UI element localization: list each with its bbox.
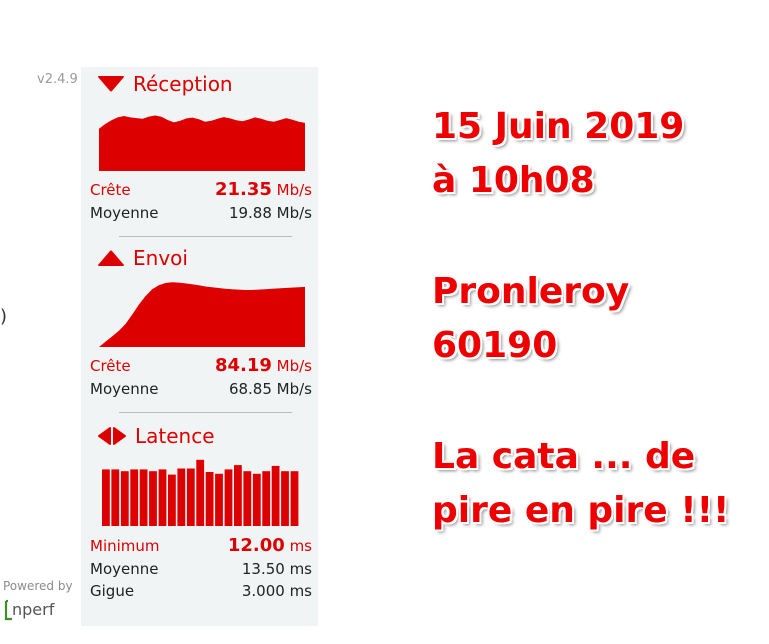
latency-bar [290, 471, 299, 526]
latency-bar [177, 468, 186, 526]
latency-bar [243, 471, 252, 526]
latency-bar [158, 469, 167, 526]
reception-area [99, 115, 305, 171]
envoi-title-text: Envoi [133, 246, 188, 270]
latency-arrows-icon [98, 427, 126, 445]
reception-chart [99, 115, 305, 171]
latency-bar [139, 469, 148, 526]
latency-bar [168, 474, 176, 526]
envoi-peak-label: Crête [90, 357, 131, 375]
nperf-logo-text: nperf [12, 600, 55, 619]
latency-bar [224, 469, 233, 526]
latence-chart [102, 459, 299, 526]
latency-bar [281, 471, 289, 526]
latence-min-value: 12.00 [227, 535, 285, 556]
latency-bar [234, 465, 242, 526]
latence-jitter-row: Gigue 3.000 ms [90, 582, 312, 602]
version-label: v2.4.9 [37, 72, 78, 87]
envoi-chart [99, 282, 305, 347]
latency-bar [252, 473, 261, 526]
reception-avg-value: 19.88 Mb/s [228, 204, 312, 222]
reception-peak-label: Crête [90, 181, 131, 199]
note-time: à 10h08 [432, 160, 595, 201]
reception-title-text: Réception [133, 72, 233, 96]
divider [119, 412, 292, 413]
powered-by-label: Powered by [3, 579, 73, 593]
latence-jitter-label: Gigue [90, 582, 135, 600]
latency-bar [215, 473, 223, 526]
nperf-logo[interactable]: nperf [3, 596, 77, 622]
reception-title: Réception [97, 72, 233, 96]
reception-avg-row: Moyenne 19.88 Mb/s [90, 204, 312, 224]
envoi-avg-value: 68.85 Mb/s [228, 380, 312, 398]
latency-bar [196, 459, 205, 526]
triangle-up-icon [98, 250, 124, 266]
note-date: 15 Juin 2019 [432, 106, 685, 147]
latence-title-text: Latence [135, 424, 215, 448]
reception-avg-label: Moyenne [90, 204, 159, 222]
envoi-title: Envoi [97, 246, 188, 270]
reception-peak-row: Crête 21.35 Mb/s [90, 179, 312, 200]
envoi-peak-value: 84.19 [214, 355, 272, 376]
latence-title: Latence [97, 424, 215, 448]
latence-avg-value: 13.50 ms [241, 560, 312, 578]
divider [119, 236, 292, 237]
note-comment-2: pire en pire !!! [432, 490, 730, 531]
envoi-area [99, 282, 305, 347]
envoi-avg-row: Moyenne 68.85 Mb/s [90, 380, 312, 400]
latence-min-label: Minimum [90, 537, 160, 555]
latence-jitter-value: 3.000 ms [241, 582, 312, 600]
speedtest-panel: Réception Crête 21.35 Mb/s Moyenne 19.88… [81, 67, 318, 626]
envoi-peak-row: Crête 84.19 Mb/s [90, 355, 312, 376]
latency-bar [271, 465, 280, 526]
latency-bar [149, 471, 157, 526]
latency-bar [186, 468, 195, 526]
latence-min-unit: ms [289, 537, 312, 555]
note-place: Pronleroy [432, 271, 630, 312]
latency-bar [262, 471, 271, 526]
note-comment-1: La cata ... de [432, 436, 696, 477]
latency-bar [102, 469, 110, 526]
latency-bar [130, 469, 139, 526]
triangle-down-icon [98, 76, 124, 92]
note-postcode: 60190 [432, 325, 558, 366]
envoi-avg-label: Moyenne [90, 380, 159, 398]
latence-avg-row: Moyenne 13.50 ms [90, 560, 312, 580]
latency-bar [205, 472, 214, 526]
reception-peak-value: 21.35 [214, 179, 272, 200]
latency-bar [111, 469, 120, 526]
reception-peak-unit: Mb/s [276, 181, 312, 199]
latency-bar [120, 471, 129, 526]
edge-fragment: ) [0, 306, 8, 327]
latence-avg-label: Moyenne [90, 560, 159, 578]
envoi-peak-unit: Mb/s [276, 357, 312, 375]
latence-min-row: Minimum 12.00 ms [90, 535, 312, 556]
